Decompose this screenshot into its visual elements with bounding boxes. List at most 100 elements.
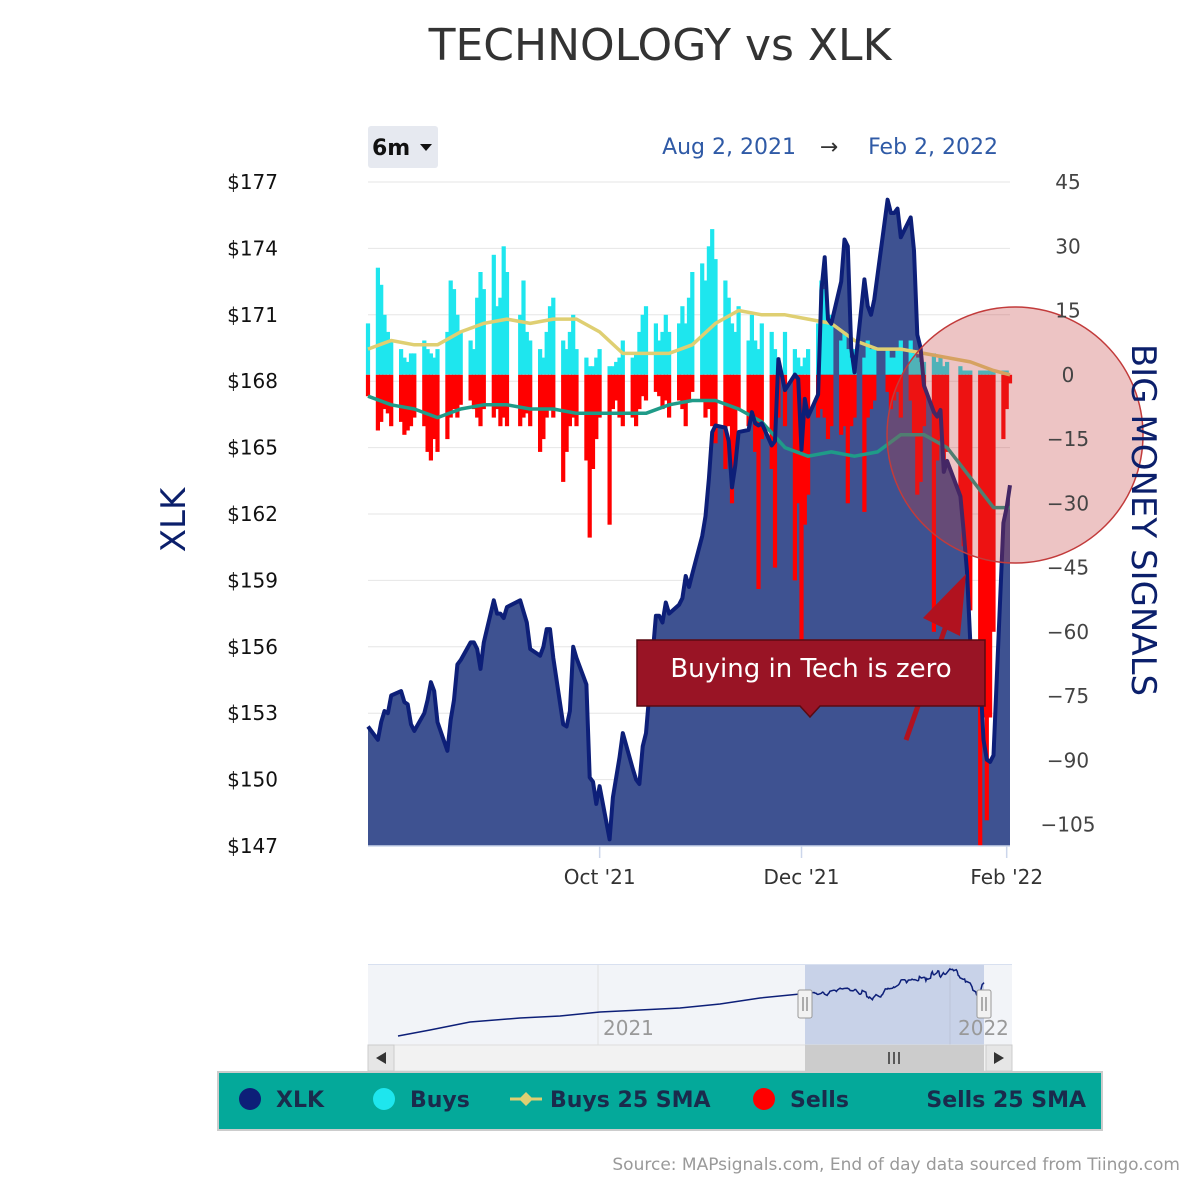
y-left-tick-label: $174	[227, 236, 278, 260]
sell-bar	[504, 374, 510, 427]
sell-bar	[1001, 374, 1006, 440]
buy-bar	[501, 246, 506, 375]
legend-label-sells: Sells	[790, 1088, 849, 1113]
buy-bar	[561, 340, 566, 375]
sell-bar	[541, 374, 546, 440]
buy-bar	[935, 361, 940, 375]
sell-bar	[968, 374, 973, 611]
sell-bar	[574, 374, 579, 427]
sell-bar	[375, 374, 380, 431]
buy-bar	[686, 297, 692, 375]
navigator-handle-left[interactable]	[797, 989, 813, 1019]
buy-bar	[607, 366, 612, 375]
scroll-right-button[interactable]	[985, 1044, 1013, 1072]
legend-item-xlk[interactable]: XLK	[239, 1088, 325, 1113]
buy-bar	[799, 366, 804, 375]
navigator-selection[interactable]	[805, 965, 984, 1045]
buy-bar	[938, 357, 943, 375]
sma-lines	[367, 308, 1011, 510]
sell-bar	[584, 374, 589, 461]
legend-label-xlk: XLK	[276, 1088, 325, 1113]
buy-bar	[839, 340, 844, 375]
buy-bar	[772, 349, 778, 375]
buy-bar	[981, 370, 986, 375]
sell-bar	[700, 374, 705, 401]
buy-bar	[498, 297, 503, 375]
scroll-left-button[interactable]	[367, 1044, 395, 1072]
sell-bar	[865, 374, 870, 418]
range-start-date[interactable]: Aug 2, 2021	[662, 135, 796, 160]
legend-item-sells[interactable]: Sells	[753, 1088, 849, 1113]
legend: XLK Buys Buys 25 SMA Sells Sells 25 SMA	[217, 1071, 1103, 1131]
buy-bar	[941, 366, 946, 375]
sell-bar	[772, 374, 778, 568]
buy-bar	[402, 357, 407, 375]
sell-bar	[412, 374, 417, 418]
sell-bar	[402, 374, 407, 435]
buy-bar	[475, 297, 480, 375]
sell-bar	[868, 374, 874, 410]
sell-bar	[799, 374, 804, 641]
y-right-tick-label: −30	[1047, 491, 1089, 515]
legend-marker-xlk	[239, 1088, 261, 1110]
sell-bar	[365, 374, 371, 397]
sell-bar	[802, 374, 807, 525]
scrollbar[interactable]	[367, 1044, 1013, 1072]
buy-bar	[630, 357, 635, 375]
sell-bar	[521, 374, 526, 418]
buy-bar	[405, 361, 410, 375]
legend-item-buys[interactable]: Buys	[373, 1088, 470, 1113]
buy-bar	[865, 340, 870, 375]
buy-bar	[399, 349, 404, 375]
range-end-date[interactable]: Feb 2, 2022	[868, 135, 998, 160]
buy-bar	[782, 331, 788, 375]
sell-bar	[551, 374, 556, 418]
sell-bar	[845, 374, 850, 504]
legend-item-sells-sma[interactable]: Sells 25 SMA	[926, 1088, 1086, 1113]
sell-bar	[495, 374, 500, 410]
x-tick-label: Dec '21	[764, 865, 840, 889]
buy-bar	[961, 370, 966, 375]
buy-bar	[978, 370, 983, 375]
sell-bar	[405, 374, 410, 431]
xlk-area	[368, 199, 1010, 846]
sell-bar	[839, 374, 844, 435]
sell-bar	[1007, 374, 1013, 384]
legend-item-buys-sma[interactable]: Buys 25 SMA	[510, 1088, 711, 1113]
y-left-axis-title: XLK	[154, 486, 194, 552]
buy-bar	[547, 306, 553, 375]
sell-bar	[547, 374, 553, 410]
sell-bar	[945, 374, 950, 452]
sell-bar	[888, 374, 893, 410]
buy-bar	[911, 353, 917, 375]
sell-bar	[921, 374, 927, 427]
buy-bar	[495, 306, 500, 375]
buy-bar	[448, 280, 453, 375]
xlk-series	[368, 199, 1010, 846]
y-right-tick-label: 15	[1055, 299, 1080, 323]
y-left-ticks: $177 $174 $171 $168 $165 $162 $159 $156 $153 $150…	[227, 170, 278, 858]
navigator-handle-right[interactable]	[976, 989, 992, 1019]
buy-bar	[634, 353, 639, 375]
sell-bar	[667, 374, 672, 418]
legend-label-sells-sma: Sells 25 SMA	[926, 1088, 1086, 1113]
xlk-line-layer	[366, 197, 1012, 842]
buy-bar	[868, 349, 874, 375]
buy-bar	[736, 306, 741, 375]
sell-bar	[382, 374, 387, 410]
navigator[interactable]: 2021 2022	[368, 964, 1012, 1045]
buy-bar	[726, 297, 731, 375]
buy-bar	[753, 340, 758, 375]
sell-bar	[475, 374, 480, 418]
sell-bar	[634, 374, 639, 427]
buy-bar	[538, 349, 543, 375]
range-selector-button[interactable]: 6m	[368, 126, 438, 168]
y-left-tick-label: $153	[227, 701, 278, 725]
sell-bar	[528, 374, 533, 427]
sell-bar	[643, 374, 649, 401]
sell-bar	[706, 374, 711, 410]
sell-bar	[657, 374, 662, 397]
sell-bar	[759, 374, 764, 440]
legend-marker-buys	[373, 1088, 395, 1110]
sell-bar	[567, 374, 572, 427]
